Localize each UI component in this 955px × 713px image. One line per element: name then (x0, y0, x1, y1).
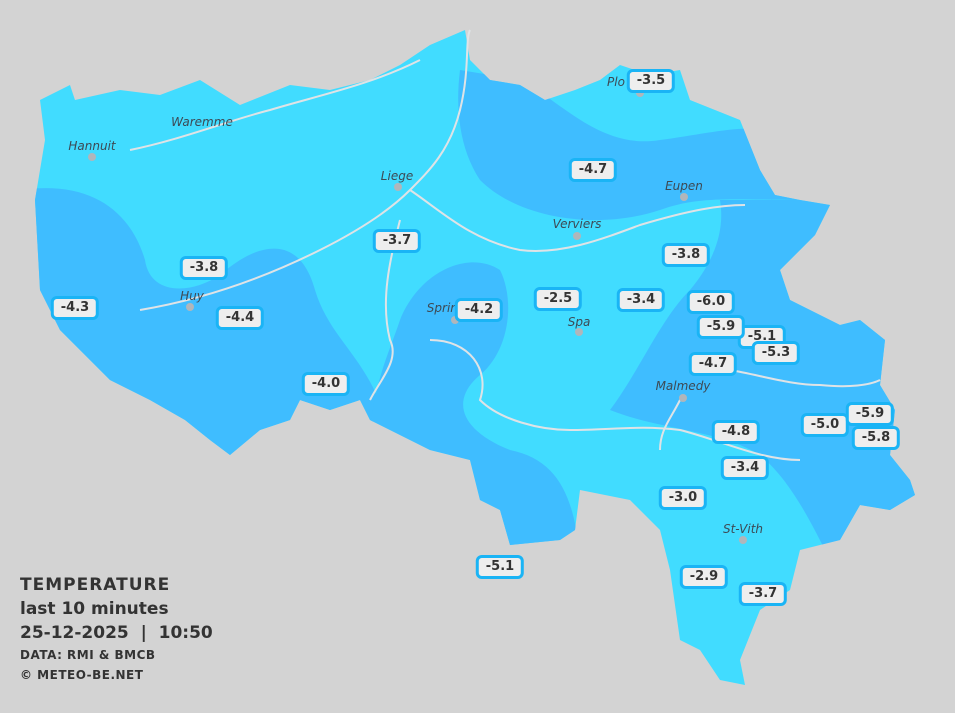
station-temperature: -4.0 (301, 372, 351, 396)
station-temperature: -4.2 (454, 298, 504, 322)
station-temperature: -4.7 (568, 158, 618, 182)
station-temperature: -5.8 (851, 426, 901, 450)
station-temperature: -3.5 (626, 69, 676, 93)
city-dot (88, 153, 96, 161)
city-label: Spa (567, 315, 591, 329)
city-label: Plo (607, 75, 625, 89)
station-temperature: -4.3 (50, 296, 100, 320)
station-temperature: -2.9 (679, 565, 729, 589)
station-temperature: -5.1 (475, 555, 525, 579)
legend-datetime: 25-12-2025 | 10:50 (20, 623, 213, 643)
station-temperature: -4.4 (215, 306, 265, 330)
station-temperature: -4.8 (711, 420, 761, 444)
station-temperature: -3.4 (720, 456, 770, 480)
city-dot (575, 328, 583, 336)
colder-zone-northeast (458, 70, 800, 220)
legend-period: last 10 minutes (20, 599, 169, 619)
city-label: Huy (180, 289, 204, 303)
station-temperature: -3.7 (372, 229, 422, 253)
station-temperature: -5.3 (751, 341, 801, 365)
city-dot (679, 394, 687, 402)
city-label: Sprir (426, 301, 456, 315)
city-dot (573, 232, 581, 240)
station-temperature: -3.4 (616, 288, 666, 312)
station-temperature: -5.0 (800, 413, 850, 437)
map-legend: TEMPERATURE last 10 minutes 25-12-2025 |… (20, 573, 213, 685)
station-temperature: -3.0 (658, 486, 708, 510)
station-temperature: -5.9 (696, 315, 746, 339)
station-temperature: -3.8 (661, 243, 711, 267)
station-temperature: -6.0 (686, 290, 736, 314)
city-label: St-Vith (722, 522, 764, 536)
legend-source: DATA: RMI & BMCB (20, 648, 156, 662)
legend-copyright: © METEO-BE.NET (20, 668, 144, 682)
city-label: Verviers (552, 217, 602, 231)
legend-title: TEMPERATURE (20, 575, 171, 595)
city-label: Malmedy (655, 379, 711, 393)
city-label: Waremme (171, 115, 233, 129)
station-temperature: -2.5 (533, 287, 583, 311)
station-temperature: -3.8 (179, 256, 229, 280)
city-dot (186, 303, 194, 311)
station-temperature: -4.7 (688, 352, 738, 376)
city-label: Hannuit (68, 139, 116, 153)
city-dot (636, 89, 644, 97)
city-dot (394, 183, 402, 191)
city-dot (451, 316, 459, 324)
station-temperature: -3.7 (738, 582, 788, 606)
city-label: Liege (380, 169, 414, 183)
city-dot (680, 193, 688, 201)
station-temperature: -5.9 (845, 402, 895, 426)
city-label: Eupen (665, 179, 703, 193)
city-dot (739, 536, 747, 544)
